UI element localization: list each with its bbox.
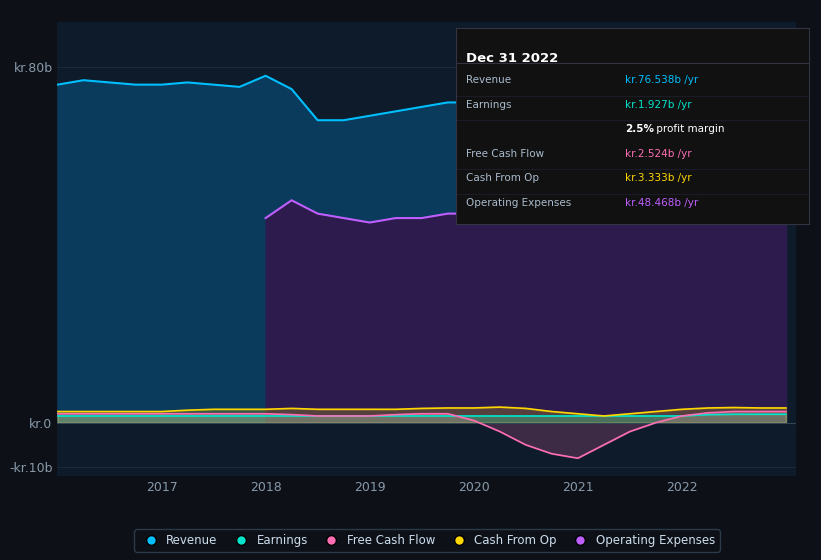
Text: kr.76.538b /yr: kr.76.538b /yr [625, 75, 699, 85]
Text: kr.48.468b /yr: kr.48.468b /yr [625, 198, 699, 208]
Text: kr.1.927b /yr: kr.1.927b /yr [625, 100, 692, 110]
Text: kr.3.333b /yr: kr.3.333b /yr [625, 173, 692, 183]
Text: kr.2.524b /yr: kr.2.524b /yr [625, 148, 692, 158]
Text: 2.5%: 2.5% [625, 124, 654, 134]
Text: Dec 31 2022: Dec 31 2022 [466, 52, 558, 64]
Text: Operating Expenses: Operating Expenses [466, 198, 571, 208]
Text: Cash From Op: Cash From Op [466, 173, 539, 183]
Text: Earnings: Earnings [466, 100, 511, 110]
Text: Free Cash Flow: Free Cash Flow [466, 148, 544, 158]
Text: Revenue: Revenue [466, 75, 511, 85]
Legend: Revenue, Earnings, Free Cash Flow, Cash From Op, Operating Expenses: Revenue, Earnings, Free Cash Flow, Cash … [135, 529, 719, 552]
Text: profit margin: profit margin [654, 124, 725, 134]
